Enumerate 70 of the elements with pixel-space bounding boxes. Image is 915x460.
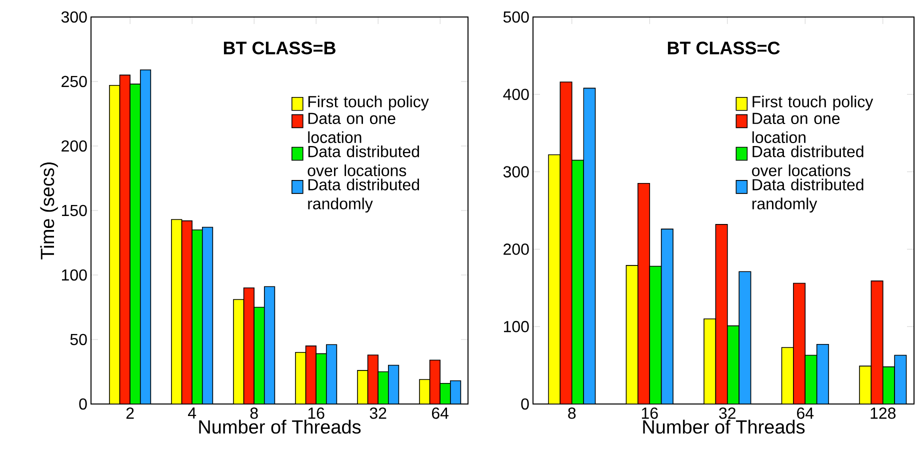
y-tick-label: 200 xyxy=(504,244,529,255)
bar xyxy=(738,271,752,404)
bar xyxy=(295,352,306,404)
y-tick-label: 50 xyxy=(70,334,87,346)
legend-label: First touch policy xyxy=(308,96,429,111)
bar xyxy=(715,224,728,404)
bar xyxy=(859,366,872,404)
legend-label: Data distributed over locations xyxy=(308,145,420,176)
bar xyxy=(626,265,638,404)
legend-label: Data distributed randomly xyxy=(308,178,420,213)
legend-label: First touch policy xyxy=(752,96,874,111)
bar xyxy=(254,306,265,404)
legend-label: Data distributed randomly xyxy=(752,178,864,213)
bar xyxy=(583,88,596,404)
y-tick-label: 500 xyxy=(503,11,529,23)
x-tick-label: 8 xyxy=(250,408,258,419)
bar xyxy=(181,220,192,404)
y-tick-label: 300 xyxy=(503,166,529,178)
y-tick-label: 200 xyxy=(62,140,87,152)
x-tick-label: 4 xyxy=(188,408,196,419)
x-tick-label: 32 xyxy=(719,408,736,419)
y-tick-label: 300 xyxy=(61,11,87,23)
x-tick-label: 64 xyxy=(432,408,449,419)
legend-label: Data distributed over locations xyxy=(752,145,864,176)
x-tick-label: 128 xyxy=(870,408,896,419)
bar xyxy=(870,280,884,404)
bar xyxy=(894,354,907,404)
x-axis-title: Number of Threads xyxy=(199,420,361,434)
bar xyxy=(171,219,182,404)
bar xyxy=(202,226,214,404)
bar xyxy=(816,344,829,404)
y-tick-label: 100 xyxy=(504,320,529,332)
y-tick-label: 0 xyxy=(521,398,529,410)
bar xyxy=(305,346,316,404)
x-axis-title: Number of Threads xyxy=(643,420,805,434)
legend-label: Data on one location xyxy=(308,112,396,144)
y-tick-label: 150 xyxy=(62,204,87,216)
y-tick-label: 400 xyxy=(503,88,529,100)
legend-label: Data on one location xyxy=(752,112,840,144)
x-tick-label: 32 xyxy=(370,408,386,419)
bar xyxy=(548,154,561,404)
text: BT CLASS=C xyxy=(668,42,780,54)
x-tick-label: 16 xyxy=(642,408,658,419)
bar xyxy=(429,360,441,404)
x-tick-label: 64 xyxy=(797,408,814,419)
bar xyxy=(367,354,378,404)
y-tick-label: 100 xyxy=(62,269,87,281)
bar xyxy=(233,299,244,404)
bar xyxy=(264,286,276,404)
y-axis-title: Time (secs) xyxy=(40,162,58,260)
bar xyxy=(140,70,151,404)
y-tick-label: 250 xyxy=(62,76,87,88)
bar xyxy=(109,85,120,404)
bar xyxy=(130,84,140,404)
bar xyxy=(243,287,254,404)
bar xyxy=(781,347,794,404)
x-tick-label: 8 xyxy=(568,408,576,419)
bar xyxy=(704,318,716,404)
bar xyxy=(388,364,400,404)
y-tick-label: 0 xyxy=(79,398,87,410)
bar xyxy=(560,82,572,404)
x-tick-label: 16 xyxy=(308,408,324,419)
bar xyxy=(326,344,338,404)
bar xyxy=(378,371,389,404)
bar xyxy=(120,75,130,404)
bar xyxy=(660,228,674,404)
bar xyxy=(192,229,203,404)
text: BT CLASS=B xyxy=(224,42,336,54)
bar xyxy=(316,353,327,404)
x-tick-label: 2 xyxy=(126,408,134,419)
